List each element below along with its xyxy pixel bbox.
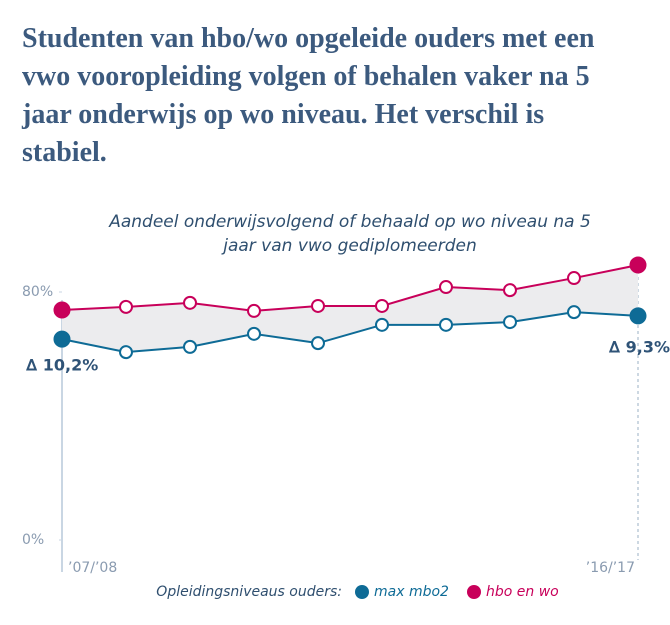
chart-title: Studenten van hbo/wo opgeleide ouders me… — [22, 23, 595, 168]
point — [311, 298, 325, 313]
line — [61, 264, 639, 312]
point — [247, 326, 261, 341]
point — [119, 299, 133, 314]
line — [61, 311, 639, 354]
gap-area — [62, 265, 638, 353]
legend-marker — [355, 585, 369, 599]
legend-label: max mbo2 — [374, 584, 449, 600]
x-tick-label: ’07/’08 — [68, 560, 117, 576]
legend-marker — [467, 585, 481, 599]
point — [183, 295, 197, 310]
annotation: ∆ 10,2% — [26, 356, 98, 375]
legend-title: Opleidingsniveaus ouders: — [156, 584, 342, 600]
y-tick-label: 80% — [22, 284, 53, 300]
annotation: ∆ 9,3% — [609, 338, 670, 357]
point — [439, 280, 453, 295]
point — [629, 256, 647, 274]
x-tick-label: ’16/’17 — [586, 560, 635, 576]
point — [567, 271, 581, 286]
point — [53, 301, 71, 319]
point — [375, 317, 389, 332]
chart-subtitle: Aandeel onderwijsvolgend of behaald op w… — [109, 212, 591, 256]
point — [503, 315, 517, 330]
point — [503, 283, 517, 298]
point — [439, 317, 453, 332]
point — [567, 305, 581, 320]
point — [119, 345, 133, 360]
point — [53, 330, 71, 348]
point — [183, 339, 197, 354]
point — [375, 298, 389, 313]
y-tick-label: 0% — [22, 532, 44, 548]
point — [629, 307, 647, 325]
point — [311, 336, 325, 351]
legend-label: hbo en wo — [486, 584, 559, 600]
point — [247, 303, 261, 318]
